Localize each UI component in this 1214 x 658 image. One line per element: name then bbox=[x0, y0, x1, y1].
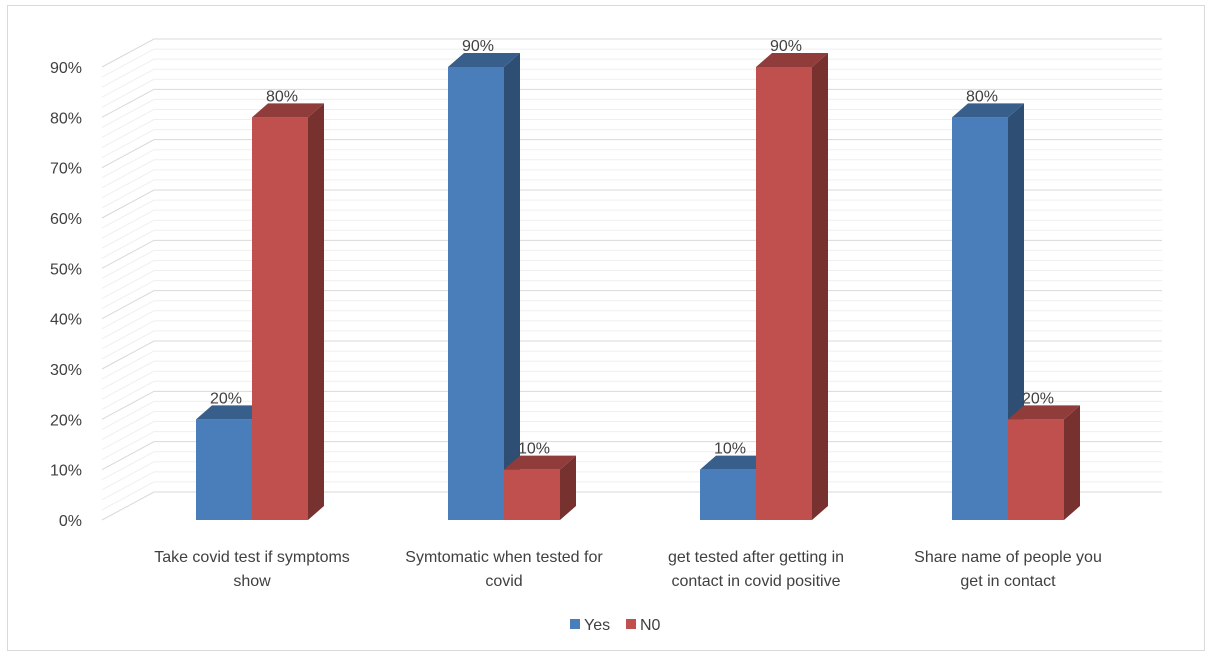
legend-swatch-n0 bbox=[626, 619, 636, 629]
data-label: 20% bbox=[1022, 390, 1054, 407]
data-label: 10% bbox=[714, 441, 746, 458]
y-tick-label: 20% bbox=[50, 412, 82, 429]
legend-label: Yes bbox=[584, 617, 610, 634]
bar-n0-3 bbox=[756, 67, 812, 520]
bar-side bbox=[560, 455, 576, 520]
y-tick-label: 0% bbox=[59, 513, 82, 530]
bar-top bbox=[504, 455, 576, 470]
side-wall bbox=[102, 39, 154, 520]
bar-top bbox=[448, 53, 520, 67]
bar-top bbox=[252, 103, 324, 118]
bar-yes-2 bbox=[448, 67, 504, 520]
minor-gridline bbox=[101, 48, 1162, 78]
bar-yes-1 bbox=[196, 419, 252, 520]
category-label: Share name of people you bbox=[914, 549, 1102, 566]
bar-top bbox=[756, 53, 828, 67]
minor-gridline bbox=[101, 68, 1162, 98]
bar-side bbox=[308, 103, 324, 520]
y-axis-ticks: 0% 10% 20% 30% 40% 50% 60% 70% 80% 90% bbox=[50, 60, 82, 530]
bar-n0-2 bbox=[504, 469, 560, 520]
bar-side bbox=[1064, 405, 1080, 520]
bar-yes-3 bbox=[700, 469, 756, 520]
chart-back-wall bbox=[102, 39, 154, 520]
bar-side bbox=[504, 53, 520, 520]
data-label: 10% bbox=[518, 441, 550, 458]
bar-yes-4 bbox=[952, 117, 1008, 520]
bar-top bbox=[196, 405, 268, 420]
bar-top bbox=[700, 455, 772, 470]
legend-label: N0 bbox=[640, 617, 661, 634]
bars bbox=[196, 53, 1080, 520]
data-labels: 20% 80% 90% 10% 10% 90% 80% 20% bbox=[210, 38, 1054, 458]
category-label: Take covid test if symptoms bbox=[154, 549, 350, 566]
bar-n0-1 bbox=[252, 117, 308, 520]
category-label: covid bbox=[485, 573, 522, 590]
legend: Yes N0 bbox=[570, 617, 661, 634]
minor-gridline bbox=[101, 58, 1162, 88]
y-tick-label: 50% bbox=[50, 261, 82, 278]
gridline bbox=[101, 38, 1162, 68]
category-label: Symtomatic when tested for bbox=[405, 549, 603, 566]
data-label: 90% bbox=[770, 38, 802, 55]
y-tick-label: 40% bbox=[50, 312, 82, 329]
category-label: contact in covid positive bbox=[672, 573, 841, 590]
category-label: get in contact bbox=[960, 573, 1056, 590]
y-tick-label: 10% bbox=[50, 463, 82, 480]
legend-swatch-yes bbox=[570, 619, 580, 629]
bar-top bbox=[1008, 405, 1080, 420]
y-tick-label: 70% bbox=[50, 161, 82, 178]
category-label: show bbox=[233, 573, 271, 590]
data-label: 20% bbox=[210, 390, 242, 407]
bar-top bbox=[952, 103, 1024, 118]
category-labels: Take covid test if symptoms show Symtomati… bbox=[154, 549, 1102, 590]
y-tick-label: 80% bbox=[50, 110, 82, 127]
data-label: 80% bbox=[266, 88, 298, 105]
minor-gridline bbox=[101, 78, 1162, 108]
category-label: get tested after getting in bbox=[668, 549, 844, 566]
data-label: 80% bbox=[966, 88, 998, 105]
bar-n0-4 bbox=[1008, 419, 1064, 520]
y-tick-label: 90% bbox=[50, 60, 82, 77]
bar-side bbox=[812, 53, 828, 520]
y-tick-label: 60% bbox=[50, 211, 82, 228]
y-tick-label: 30% bbox=[50, 362, 82, 379]
data-label: 90% bbox=[462, 38, 494, 55]
